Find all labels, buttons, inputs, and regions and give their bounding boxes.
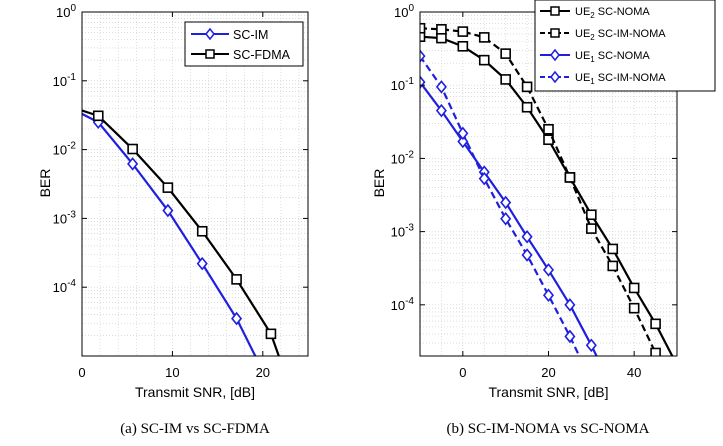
legend-marker (205, 49, 215, 59)
data-point (628, 282, 640, 294)
legend-box (534, 0, 716, 92)
legend-marker (550, 6, 560, 16)
grid (81, 12, 308, 357)
data-point (127, 157, 139, 171)
data-point (500, 74, 511, 85)
data-point (478, 32, 490, 43)
series-2 (82, 109, 280, 356)
chart-caption: (a) SC-IM vs SC-FDMA (120, 421, 270, 437)
legend-label: UE1 SC-IM-NOMA (575, 72, 666, 86)
data-point (585, 338, 597, 353)
x-tick-label: 10 (165, 365, 179, 380)
x-axis-label: Transmit SNR, [dB] (488, 384, 608, 400)
data-point (435, 103, 447, 118)
legend-marker (205, 27, 215, 41)
data-point (521, 101, 533, 113)
x-tick-label: 40 (627, 365, 641, 380)
y-tick-label: 10-1 (391, 76, 415, 93)
legend: UE2 SC-NOMA UE2 SC-IM-NOMA UE1 SC-NOMA UE1 … (534, 0, 716, 92)
data-point (420, 22, 426, 34)
data-point (542, 288, 555, 303)
data-point (436, 32, 447, 44)
legend-marker (550, 28, 560, 38)
plot-frame (81, 11, 309, 357)
data-point (231, 311, 243, 326)
data-point (457, 126, 469, 141)
data-point (607, 260, 619, 272)
y-tick-label: 10-2 (53, 141, 77, 158)
data-point (196, 225, 208, 237)
y-axis-label: BER (371, 169, 387, 198)
data-point (586, 223, 597, 234)
data-point (543, 123, 554, 135)
data-point (127, 143, 138, 155)
x-tick-label: 20 (256, 365, 270, 380)
y-tick-label: 10-1 (53, 72, 77, 89)
x-tick-label: 0 (459, 365, 466, 380)
data-point (542, 263, 555, 277)
x-tick-label: 0 (78, 365, 85, 380)
data-point (162, 203, 174, 218)
data-point (500, 48, 511, 59)
data-point (92, 110, 104, 122)
y-tick-label: 100 (56, 3, 76, 20)
y-tick-label: 10-4 (53, 278, 77, 295)
y-tick-label: 100 (394, 3, 414, 20)
series-4 (420, 49, 581, 356)
data-point (478, 171, 490, 186)
data-point (436, 24, 447, 35)
legend-box (184, 21, 304, 67)
chart-2: 100 10-1 10-2 10-3 10-4 0 20 40 Transmit SNR, [d… (371, 0, 716, 437)
data-point (162, 182, 174, 193)
data-point (564, 298, 576, 312)
data-point (457, 40, 469, 52)
series-3 (420, 75, 598, 356)
legend-label: UE1 SC-NOMA (575, 50, 650, 64)
legend-label: SC-IM (233, 28, 268, 42)
y-axis-label: BER (37, 169, 53, 198)
data-point (196, 256, 208, 271)
data-point (457, 26, 469, 37)
x-axis-label: Transmit SNR, [dB] (135, 384, 255, 400)
data-point (435, 80, 447, 94)
legend-label: SC-FDMA (233, 48, 291, 62)
series-line (420, 55, 581, 356)
y-tick-label: 10-4 (391, 296, 415, 313)
data-point (231, 274, 242, 285)
data-point (265, 328, 277, 340)
series-line (82, 109, 280, 356)
legend: SC-IM SC-FDMA (184, 21, 304, 67)
data-point (521, 81, 533, 93)
chart-caption: (b) SC-IM-NOMA vs SC-NOMA (447, 421, 650, 437)
data-point (521, 248, 533, 262)
data-point (420, 49, 426, 63)
y-tick-label: 10-3 (53, 209, 77, 226)
data-point (478, 54, 490, 66)
data-point (650, 347, 661, 356)
legend-marker (550, 70, 560, 84)
data-point (650, 318, 661, 330)
data-point (564, 172, 576, 183)
series-2 (420, 22, 661, 356)
data-point (628, 302, 640, 314)
data-point (586, 209, 597, 221)
data-point (607, 243, 619, 255)
data-point (500, 195, 512, 210)
series-line (420, 81, 598, 356)
data-point (500, 211, 512, 226)
y-tick-label: 10-2 (391, 149, 415, 166)
data-point (420, 31, 426, 42)
data-point (521, 230, 533, 244)
x-tick-label: 20 (541, 365, 555, 380)
y-tick-label: 10-3 (391, 223, 415, 240)
legend-label: UE2 SC-NOMA (575, 6, 650, 20)
data-point (564, 329, 576, 344)
legend-label: UE2 SC-IM-NOMA (575, 28, 666, 42)
legend-marker (550, 48, 560, 62)
